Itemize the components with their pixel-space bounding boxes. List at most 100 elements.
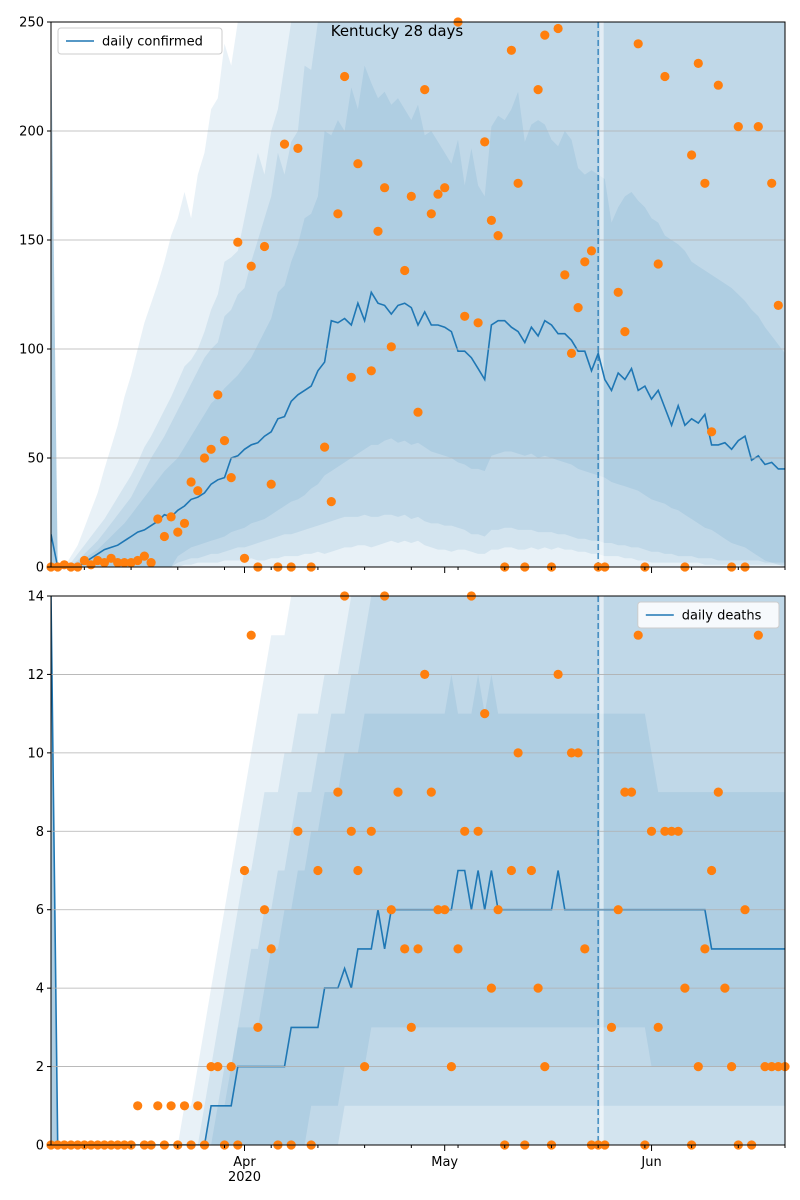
data-point	[473, 826, 483, 836]
data-point	[773, 1062, 783, 1072]
data-point	[333, 787, 343, 797]
data-point	[773, 300, 783, 310]
data-point	[760, 1062, 770, 1072]
data-point	[566, 748, 577, 758]
data-point	[426, 787, 436, 797]
data-point	[440, 905, 450, 915]
data-point	[553, 23, 563, 34]
data-point	[99, 558, 109, 568]
data-point	[206, 444, 216, 454]
data-point	[767, 1062, 777, 1072]
data-point	[193, 1101, 203, 1111]
data-point	[380, 183, 390, 193]
data-point	[266, 479, 276, 489]
plot-area	[51, 22, 785, 567]
data-point	[393, 787, 403, 797]
data-point	[633, 39, 643, 49]
data-point	[460, 826, 470, 836]
data-point	[166, 1101, 176, 1111]
series-line	[51, 290, 785, 567]
data-point	[133, 555, 143, 566]
data-point	[633, 630, 643, 640]
data-point	[493, 905, 503, 915]
legend-label: daily confirmed	[102, 35, 203, 50]
data-point	[460, 311, 470, 321]
data-point	[293, 826, 303, 836]
data-point	[753, 630, 763, 640]
data-point	[753, 122, 763, 132]
y-tick-label: 10	[27, 746, 44, 761]
data-point	[646, 826, 657, 836]
observed-points	[46, 591, 790, 1150]
data-point	[767, 178, 777, 188]
data-point	[573, 303, 583, 313]
series-line	[51, 596, 785, 1145]
data-point	[606, 1022, 617, 1032]
data-point	[113, 558, 123, 568]
data-point	[700, 178, 710, 188]
x-tick-label: Jun	[640, 1155, 661, 1170]
data-point	[660, 71, 670, 82]
x-tick-label: May	[431, 1155, 458, 1170]
data-point	[373, 226, 383, 236]
data-point	[206, 1062, 216, 1072]
data-point	[246, 261, 256, 271]
data-point	[326, 497, 336, 507]
data-point	[660, 826, 670, 836]
confirmed-panel: 0 50 100 150 200 250 Kentucky 28 days daily con…	[19, 16, 786, 576]
data-point	[693, 1062, 703, 1072]
data-point	[106, 553, 116, 563]
data-point	[153, 514, 163, 524]
data-point	[413, 944, 423, 954]
data-point	[400, 944, 410, 954]
data-point	[173, 527, 183, 537]
y-tick-label: 0	[36, 561, 44, 576]
data-point	[226, 473, 236, 483]
data-point	[253, 1022, 263, 1032]
data-point	[486, 983, 496, 993]
data-point	[340, 71, 350, 82]
legend-box	[637, 601, 780, 629]
data-point	[653, 1022, 663, 1032]
data-point	[707, 427, 717, 437]
legend-label: daily deaths	[682, 609, 762, 624]
data-point	[366, 366, 376, 376]
y-tick-label: 200	[19, 125, 44, 140]
data-point	[700, 944, 710, 954]
data-point	[620, 327, 630, 337]
data-point	[473, 318, 483, 328]
data-point	[426, 209, 436, 219]
data-point	[259, 241, 270, 252]
data-point	[626, 787, 637, 797]
data-point	[119, 558, 129, 568]
data-point	[693, 58, 703, 68]
data-point	[613, 905, 623, 915]
data-point	[687, 150, 697, 160]
y-tick-label: 4	[36, 982, 44, 997]
data-point	[586, 246, 597, 256]
data-point	[680, 983, 690, 993]
data-point	[320, 442, 330, 452]
data-point	[199, 453, 210, 463]
data-point	[313, 865, 323, 876]
data-point	[453, 944, 463, 954]
data-point	[566, 348, 577, 358]
data-point	[446, 1062, 456, 1072]
data-point	[533, 85, 543, 95]
data-point	[179, 518, 190, 529]
data-point	[493, 231, 503, 241]
data-point	[213, 390, 223, 400]
data-point	[480, 137, 490, 147]
data-point	[179, 1101, 190, 1111]
data-point	[360, 1062, 370, 1072]
data-point	[246, 630, 256, 640]
data-point	[159, 531, 169, 542]
data-point	[713, 80, 723, 90]
data-point	[400, 265, 410, 276]
data-point	[239, 865, 250, 876]
data-point	[506, 865, 516, 876]
data-point	[213, 1062, 223, 1072]
data-point	[266, 944, 276, 954]
plot-area	[51, 596, 785, 1145]
